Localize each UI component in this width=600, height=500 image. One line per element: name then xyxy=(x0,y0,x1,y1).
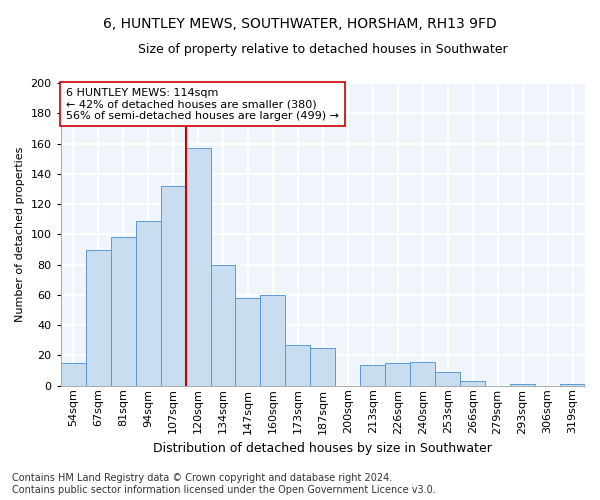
Bar xyxy=(361,364,385,386)
Text: 6 HUNTLEY MEWS: 114sqm
← 42% of detached houses are smaller (380)
56% of semi-de: 6 HUNTLEY MEWS: 114sqm ← 42% of detached… xyxy=(66,88,339,121)
Bar xyxy=(61,363,86,386)
Bar xyxy=(435,372,460,386)
Bar xyxy=(110,238,136,386)
Bar xyxy=(385,363,410,386)
Bar xyxy=(185,148,211,386)
Bar xyxy=(410,362,435,386)
Bar xyxy=(286,345,310,386)
Bar xyxy=(560,384,585,386)
Bar xyxy=(211,264,235,386)
Bar xyxy=(235,298,260,386)
Y-axis label: Number of detached properties: Number of detached properties xyxy=(15,146,25,322)
Text: Contains HM Land Registry data © Crown copyright and database right 2024.
Contai: Contains HM Land Registry data © Crown c… xyxy=(12,474,436,495)
Text: 6, HUNTLEY MEWS, SOUTHWATER, HORSHAM, RH13 9FD: 6, HUNTLEY MEWS, SOUTHWATER, HORSHAM, RH… xyxy=(103,18,497,32)
Bar xyxy=(86,250,110,386)
Bar xyxy=(260,295,286,386)
Bar xyxy=(460,381,485,386)
Bar xyxy=(310,348,335,386)
Bar xyxy=(136,221,161,386)
Bar xyxy=(161,186,185,386)
Title: Size of property relative to detached houses in Southwater: Size of property relative to detached ho… xyxy=(138,42,508,56)
X-axis label: Distribution of detached houses by size in Southwater: Distribution of detached houses by size … xyxy=(154,442,492,455)
Bar xyxy=(510,384,535,386)
